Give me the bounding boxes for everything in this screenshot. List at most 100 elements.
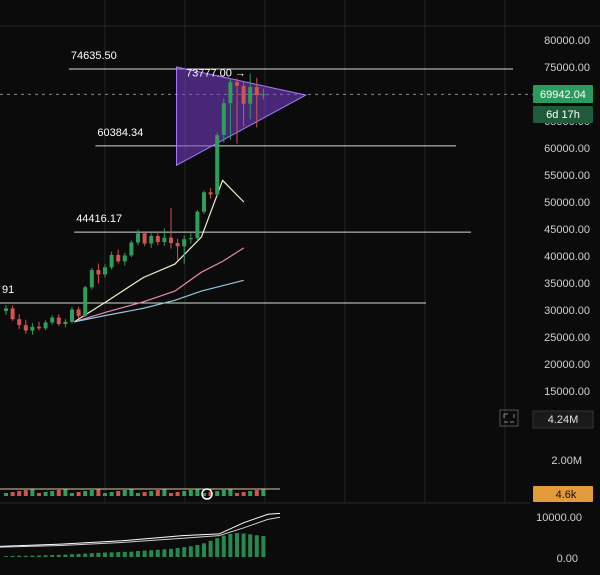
candle [10, 305, 15, 321]
expand-icon[interactable] [499, 409, 519, 427]
volume-bar [96, 489, 101, 496]
volume-bar [208, 492, 213, 496]
macd-histogram-bar [70, 554, 74, 557]
volume-bar [136, 493, 140, 496]
candles [4, 73, 266, 335]
volume-bar [188, 490, 193, 496]
candle [215, 132, 220, 198]
volume-bar [228, 489, 233, 496]
volume-bar [261, 489, 266, 496]
volume-bar [43, 492, 48, 496]
volume-bar [254, 490, 259, 496]
candle [76, 306, 81, 319]
candle-body [136, 233, 140, 243]
volume-bar [63, 489, 68, 496]
volume-bar [17, 491, 22, 496]
volume-bar [142, 492, 147, 496]
volume-bar [4, 493, 8, 496]
candle-body [149, 236, 154, 244]
macd-histogram-bar [109, 552, 114, 557]
volume-bar [76, 492, 81, 496]
volume-bar [155, 490, 160, 496]
candle-body [261, 94, 266, 96]
macd-histogram-bar [122, 551, 127, 557]
volume-bar [56, 490, 61, 496]
macd-histogram-bar [129, 551, 134, 557]
candle-body [50, 317, 55, 323]
y-tick-label: 45000.00 [544, 224, 590, 236]
candle [136, 229, 140, 246]
candle-body [17, 319, 22, 326]
macd-histogram-bar [235, 533, 239, 557]
candle [261, 88, 266, 100]
candle [43, 320, 48, 330]
ma-slow-line [74, 279, 244, 323]
volume-bar [162, 489, 167, 496]
macd-histogram-bar [228, 533, 233, 557]
candle-body [215, 135, 220, 195]
macd-histogram-bar [241, 533, 246, 557]
candle-body [241, 85, 246, 104]
macd-histogram-bar [56, 554, 61, 557]
y-tick-label: 80000.00 [544, 35, 590, 47]
candle [228, 78, 233, 140]
candle-body [63, 321, 68, 325]
candle-body [89, 270, 94, 288]
macd-histogram-bar [254, 535, 259, 557]
candle [103, 264, 107, 278]
candle-body [142, 233, 147, 244]
volume-current-text: 4.6k [556, 489, 577, 501]
volume-bar [10, 492, 15, 496]
volume-bar [30, 489, 35, 496]
candle [235, 78, 239, 144]
macd-panel [0, 512, 281, 557]
candle-body [70, 309, 74, 322]
level-label: 44416.17 [76, 213, 122, 225]
y-tick-label: 60000.00 [544, 143, 590, 155]
candle [37, 321, 41, 331]
candle [169, 207, 173, 249]
candle [129, 240, 134, 258]
volume-bar [221, 490, 226, 496]
candle-body [254, 86, 259, 96]
candle [188, 233, 193, 244]
candle-body [169, 237, 173, 244]
countdown-tag: 6d 17h [533, 106, 593, 123]
candle-body [195, 211, 200, 239]
volume-last-tag: 4.24M [532, 410, 594, 429]
macd-histogram-bar [43, 555, 48, 557]
candle [122, 252, 127, 266]
candle-body [208, 192, 213, 195]
volume-current-tag: 4.6k [533, 486, 593, 502]
volume-bar [175, 492, 180, 496]
candle-body [56, 317, 61, 325]
ath-label: 73777.00 → [186, 68, 246, 80]
y-tick-label: 25000.00 [544, 332, 590, 344]
moving-averages [73, 179, 245, 323]
volume-bar [122, 490, 127, 496]
countdown-text: 6d 17h [546, 109, 580, 121]
candle-body [228, 82, 233, 104]
candle [182, 235, 187, 264]
y-tick-label: 40000.00 [544, 251, 590, 263]
y-tick-label: 55000.00 [544, 170, 590, 182]
macd-axis-tick-top: 10000.00 [536, 512, 582, 524]
volume-bar [83, 491, 88, 496]
candle [63, 319, 68, 328]
candle [241, 81, 246, 127]
candle [175, 238, 180, 261]
macd-histogram-bar [17, 555, 22, 557]
macd-histogram-bar [248, 534, 253, 557]
candle [221, 98, 226, 143]
macd-histogram-bar [63, 554, 68, 557]
triangle-shape[interactable] [175, 66, 308, 167]
volume-bar [129, 489, 134, 496]
volume-bar [23, 490, 28, 496]
macd-histogram-bar [155, 549, 160, 557]
support-resistance-levels: 74635.50 60384.34 44416.17 91 [0, 50, 513, 304]
volume-panel [0, 488, 280, 500]
macd-histogram-bar [195, 545, 200, 557]
macd-histogram-bar [169, 548, 173, 557]
